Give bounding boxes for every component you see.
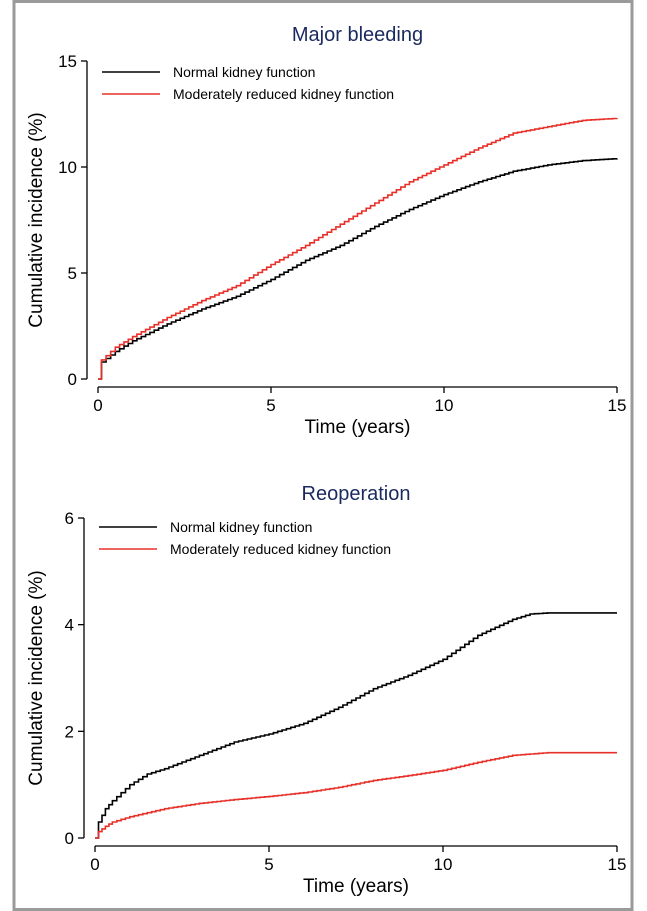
x-tick-label: 15 — [608, 396, 627, 415]
legend-label: Moderately reduced kidney function — [170, 541, 391, 557]
x-tick-label: 15 — [608, 855, 627, 874]
y-axis-title: Cumulative incidence (%) — [26, 112, 47, 327]
series-line-moderately-reduced — [95, 751, 617, 839]
y-tick-label: 15 — [58, 52, 77, 71]
legend-label: Normal kidney function — [173, 64, 315, 80]
x-tick-label: 5 — [266, 396, 275, 415]
y-tick-label: 5 — [68, 264, 77, 283]
y-tick-label: 6 — [65, 509, 74, 528]
x-tick-label: 10 — [435, 396, 454, 415]
x-tick-label: 0 — [90, 855, 99, 874]
x-tick-label: 10 — [434, 855, 453, 874]
y-tick-label: 10 — [58, 158, 77, 177]
figure-frame — [12, 0, 634, 911]
series-line-moderately-reduced — [98, 117, 618, 380]
legend-label: Normal kidney function — [170, 519, 312, 535]
y-axis-title: Cumulative incidence (%) — [26, 570, 47, 785]
series-line-normal — [95, 612, 617, 839]
y-tick-label: 0 — [68, 370, 77, 389]
y-tick-label: 4 — [65, 616, 74, 635]
x-axis-title: Time (years) — [305, 417, 411, 438]
series-line-normal — [98, 158, 618, 380]
x-tick-label: 0 — [93, 396, 102, 415]
panel-major-bleeding: Major bleeding 0 5 10 15 0 5 10 15 Time (years) Cu… — [26, 24, 626, 438]
y-tick-label: 2 — [65, 722, 74, 741]
y-tick-label: 0 — [65, 829, 74, 848]
panel-reoperation: Reoperation 0 2 4 6 0 5 10 15 Time (years) Cumulat… — [26, 483, 626, 897]
chart-title: Reoperation — [302, 483, 411, 505]
x-tick-label: 5 — [264, 855, 273, 874]
legend-label: Moderately reduced kidney function — [173, 86, 394, 102]
chart-title: Major bleeding — [292, 24, 423, 46]
x-axis-title: Time (years) — [303, 876, 409, 897]
